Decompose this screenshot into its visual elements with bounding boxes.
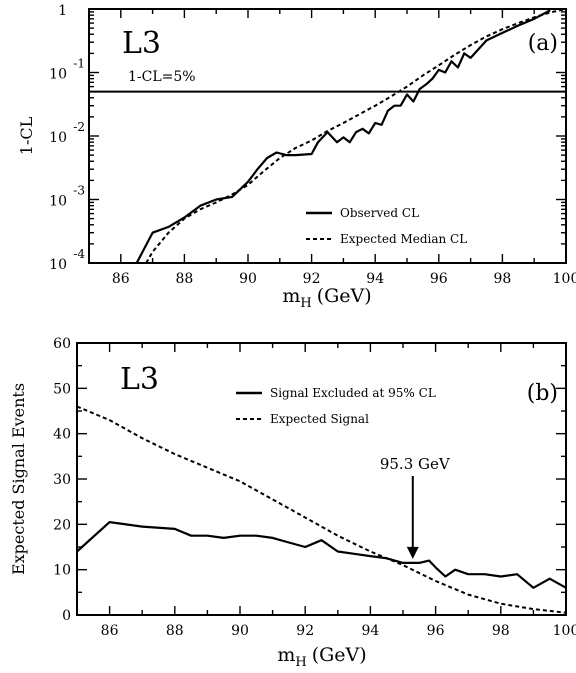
series-line-b-0 <box>76 521 567 589</box>
series-line-a-1 <box>145 8 567 264</box>
x-tick-label-b: 96 <box>427 623 445 639</box>
x-tick-label-b: 94 <box>361 623 379 639</box>
x-tick-label-a: 98 <box>493 271 511 287</box>
annotation-arrow: 95.3 GeV <box>380 455 451 559</box>
y-tick-label-a-exp: -3 <box>73 184 85 198</box>
panel-a: 86 88 90 92 94 96 98 100 1 10 -1 10 -2 10 -3 10 -4 L3 (a… <box>17 3 576 311</box>
x-axis-label-b-main: m <box>277 644 295 666</box>
x-tick-label-a: 92 <box>303 271 321 287</box>
x-tick-label-b: 88 <box>166 623 184 639</box>
x-axis-label-a: mH (GeV) <box>282 285 371 311</box>
y-tick-label-a: 10 <box>49 257 67 273</box>
y-tick-label-b: 0 <box>62 608 71 624</box>
y-axis-label-a: 1-CL <box>17 116 36 155</box>
x-axis-label-b-sub: H <box>295 655 306 670</box>
series-group-b <box>76 405 567 614</box>
x-tick-label-a: 96 <box>430 271 448 287</box>
annotation-arrow-head <box>406 546 419 559</box>
x-tick-label-b: 92 <box>296 623 314 639</box>
y-tick-label-a: 10 <box>49 67 67 83</box>
series-line-a-0 <box>135 9 551 264</box>
panel-label-b: (b) <box>527 381 558 406</box>
y-tick-label-b: 40 <box>53 427 71 443</box>
axis-ticks-b: 86 88 90 92 94 96 98 100 0 10 20 30 40 50 60 <box>53 336 576 639</box>
y-tick-label-a-exp: -4 <box>73 247 85 261</box>
y-axis-label-b: Expected Signal Events <box>9 383 28 575</box>
x-axis-label-a-unit: (GeV) <box>317 285 372 307</box>
y-tick-label-a: 1 <box>58 3 67 19</box>
x-tick-label-a: 94 <box>366 271 384 287</box>
x-tick-label-a: 86 <box>112 271 130 287</box>
reference-line-label-a: 1-CL=5% <box>128 69 196 85</box>
series-group-a <box>135 8 567 264</box>
x-tick-label-a: 100 <box>553 271 576 287</box>
x-tick-label-b: 86 <box>101 623 119 639</box>
x-tick-label-b: 98 <box>492 623 510 639</box>
x-tick-label-a: 90 <box>239 271 257 287</box>
y-tick-label-b: 20 <box>53 517 71 533</box>
legend-b-label-expected: Expected Signal <box>270 412 369 426</box>
x-tick-label-b: 90 <box>231 623 249 639</box>
legend-b-label-excluded: Signal Excluded at 95% CL <box>270 386 436 400</box>
y-tick-label-a: 10 <box>49 130 67 146</box>
y-tick-label-a-exp: -2 <box>73 120 85 134</box>
x-axis-label-b-unit: (GeV) <box>312 644 367 666</box>
annotation-label: 95.3 GeV <box>380 455 451 473</box>
series-line-b-1 <box>76 405 567 614</box>
y-tick-label-b: 10 <box>53 563 71 579</box>
y-tick-label-b: 30 <box>53 472 71 488</box>
x-axis-label-a-main: m <box>282 285 300 307</box>
y-tick-label-b: 50 <box>53 381 71 397</box>
x-axis-label-a-sub: H <box>300 296 311 311</box>
experiment-label-a: L3 <box>122 26 161 61</box>
legend-b: Signal Excluded at 95% CL Expected Signa… <box>236 386 436 426</box>
y-tick-label-b: 60 <box>53 336 71 352</box>
x-axis-label-b: mH (GeV) <box>277 644 366 670</box>
y-tick-label-a: 10 <box>49 194 67 210</box>
legend-a-label-observed: Observed CL <box>340 206 419 220</box>
legend-a: Observed CL Expected Median CL <box>306 206 467 246</box>
panel-label-a: (a) <box>528 31 558 56</box>
legend-a-label-expected: Expected Median CL <box>340 232 467 246</box>
panel-b: 86 88 90 92 94 96 98 100 0 10 20 30 40 50 60 L3 (b) Ex… <box>9 336 576 670</box>
axis-ticks-a: 86 88 90 92 94 96 98 100 1 10 -1 10 -2 10 -3 10 -4 <box>49 3 576 287</box>
experiment-label-b: L3 <box>120 362 159 397</box>
y-tick-label-a-exp: -1 <box>73 57 85 71</box>
x-tick-label-b: 100 <box>553 623 576 639</box>
x-tick-label-a: 88 <box>175 271 193 287</box>
